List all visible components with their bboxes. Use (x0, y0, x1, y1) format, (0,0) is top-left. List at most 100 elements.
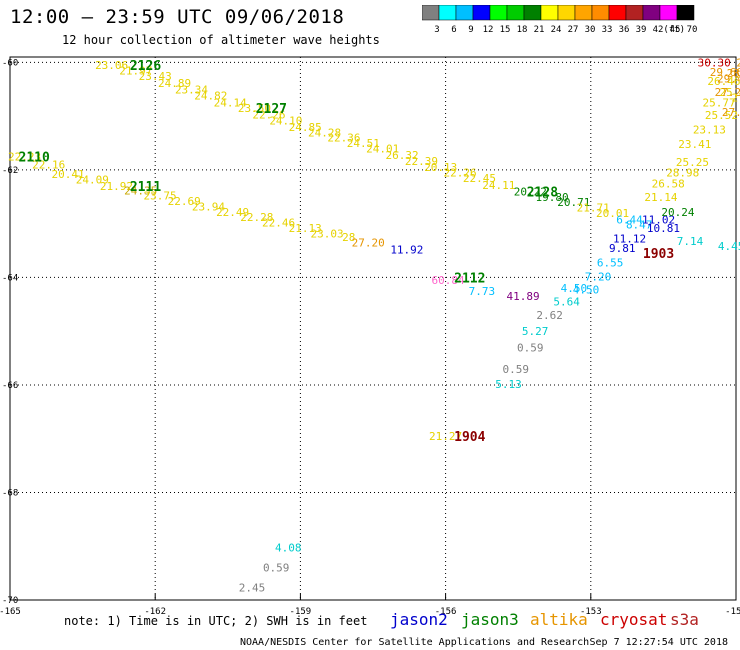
wave-height-value: 11.12 (613, 233, 646, 246)
wave-height-value: 4.50 (573, 283, 600, 296)
wave-height-value: 5.64 (553, 296, 580, 309)
wave-height-value: 7.20 (585, 270, 612, 283)
track-label: 1903 (643, 247, 674, 262)
track-label: 2110 (19, 150, 50, 165)
legend-s3a: s3a (670, 610, 699, 629)
track-label: 2127 (256, 102, 287, 117)
wave-height-value: 6.44 (616, 213, 643, 226)
y-tick-label: -66 (2, 381, 18, 391)
wave-height-value: 25.52 (705, 109, 738, 122)
wave-height-value: 23.34 (175, 83, 208, 96)
scale-label: 15 (500, 25, 511, 35)
wave-height-value: 21.71 (577, 202, 610, 215)
wave-height-value: 0.59 (503, 363, 530, 376)
wave-height-value: 23.75 (143, 190, 176, 203)
wave-height-value: 9.81 (609, 242, 636, 255)
y-tick-label: -62 (2, 166, 18, 176)
wave-height-value: 30.30 (698, 56, 731, 69)
wave-height-value: 20.01 (596, 207, 629, 220)
wave-height-value: 24.35 (124, 184, 157, 197)
wave-height-value: 7.73 (469, 285, 496, 298)
scale-label: 30 (585, 25, 596, 35)
x-tick-label: -153 (580, 607, 602, 617)
wave-height-value: 6.55 (597, 256, 624, 269)
wave-height-value: 24.51 (347, 137, 380, 150)
wave-height-value: 24.89 (158, 77, 191, 90)
scale-label: 3 (434, 25, 439, 35)
scale-label: 21 (534, 25, 545, 35)
track-label: 2111 (130, 180, 161, 195)
plot-frame (9, 56, 737, 601)
wave-height-value: 23.94 (192, 200, 225, 213)
footer-note: note: 1) Time is in UTC; 2) SWH is in fe… (64, 614, 367, 628)
wave-height-value: 60.84 (431, 274, 464, 287)
wave-height-value: 4.08 (275, 541, 302, 554)
wave-height-value: 24.10 (269, 114, 302, 127)
wave-height-value: 5.13 (495, 378, 522, 391)
wave-height-value: 22.45 (463, 172, 496, 185)
page-subtitle: 12 hour collection of altimeter wave hei… (62, 33, 380, 47)
y-tick-label: -64 (2, 273, 18, 283)
legend-jason3: jason3 (461, 610, 519, 629)
wave-height-value: 27.20 (715, 86, 740, 99)
scale-label: 6 (451, 25, 456, 35)
scale-label: 45 (670, 25, 681, 35)
wave-height-value: 24.85 (289, 121, 322, 134)
x-tick-label: -150 (725, 607, 740, 617)
wave-height-value: 20.71 (557, 196, 590, 209)
wave-height-value: 22.36 (327, 132, 360, 145)
track-label: 2128 (527, 185, 558, 200)
x-tick-label: -159 (290, 607, 312, 617)
wave-height-value: 7.14 (677, 235, 704, 248)
track-label: 2112 (454, 271, 485, 286)
x-tick-label: -156 (435, 607, 457, 617)
scale-label: 12 (483, 25, 494, 35)
wave-height-value: 24.09 (76, 174, 109, 187)
scale-swatch (676, 5, 695, 21)
scale-label: 9 (468, 25, 473, 35)
scale-label: 18 (517, 25, 528, 35)
wave-height-value: 20.13 (424, 161, 457, 174)
wave-height-value: 26.32 (385, 149, 418, 162)
footer-credit: NOAA/NESDIS Center for Satellite Applica… (240, 637, 589, 648)
legend-cryosat: cryosat (600, 610, 667, 629)
wave-height-value: 24.01 (366, 142, 399, 155)
wave-height-value: 41.89 (506, 290, 539, 303)
wave-height-value: 11.92 (390, 243, 423, 256)
wave-height-value: 20.22 (514, 185, 547, 198)
wave-height-value: 0.59 (263, 562, 290, 575)
footer-timestamp: Sep 7 12:27:54 UTC 2018 (590, 637, 728, 648)
x-tick-label: -165 (0, 607, 21, 617)
wave-height-value: 5.27 (522, 325, 549, 338)
wave-height-value: 2.45 (239, 582, 266, 595)
wave-height-value: 22.16 (32, 159, 65, 172)
wave-height-value: 22.23 (8, 150, 41, 163)
wave-height-value: 27.20 (352, 236, 385, 249)
wave-height-value: 24.14 (214, 97, 247, 110)
wave-height-value: 25.25 (676, 156, 709, 169)
scale-unit: (ft) (663, 25, 685, 35)
wave-height-value: 21.13 (289, 222, 322, 235)
wave-height-value: 22.69 (168, 195, 201, 208)
page-title: 12:00 – 23:59 UTC 09/06/2018 (10, 6, 345, 28)
wave-height-value: 28.00 (727, 67, 740, 80)
y-tick-label: -68 (2, 488, 18, 498)
wave-height-value: 25.77 (702, 97, 735, 110)
wave-height-value: 27.83 (722, 106, 740, 119)
wave-height-value: 22.28 (240, 211, 273, 224)
scale-label: 27 (568, 25, 579, 35)
scale-label: 36 (619, 25, 630, 35)
wave-height-value: 22.26 (444, 167, 477, 180)
scale-label: 33 (602, 25, 613, 35)
scale-label: 42 (653, 25, 664, 35)
wave-height-value: 24.11 (482, 179, 515, 192)
track-label: 1904 (454, 430, 485, 445)
legend-jason2: jason2 (390, 610, 448, 629)
x-tick-label: -162 (144, 607, 166, 617)
wave-height-value: 23.41 (678, 138, 711, 151)
wave-height-value: 21.97 (119, 64, 152, 77)
wave-height-value: 20.41 (52, 168, 85, 181)
wave-height-value: 10.81 (647, 222, 680, 235)
wave-height-value: 22.49 (216, 206, 249, 219)
wave-height-value: 22.26 (252, 109, 285, 122)
